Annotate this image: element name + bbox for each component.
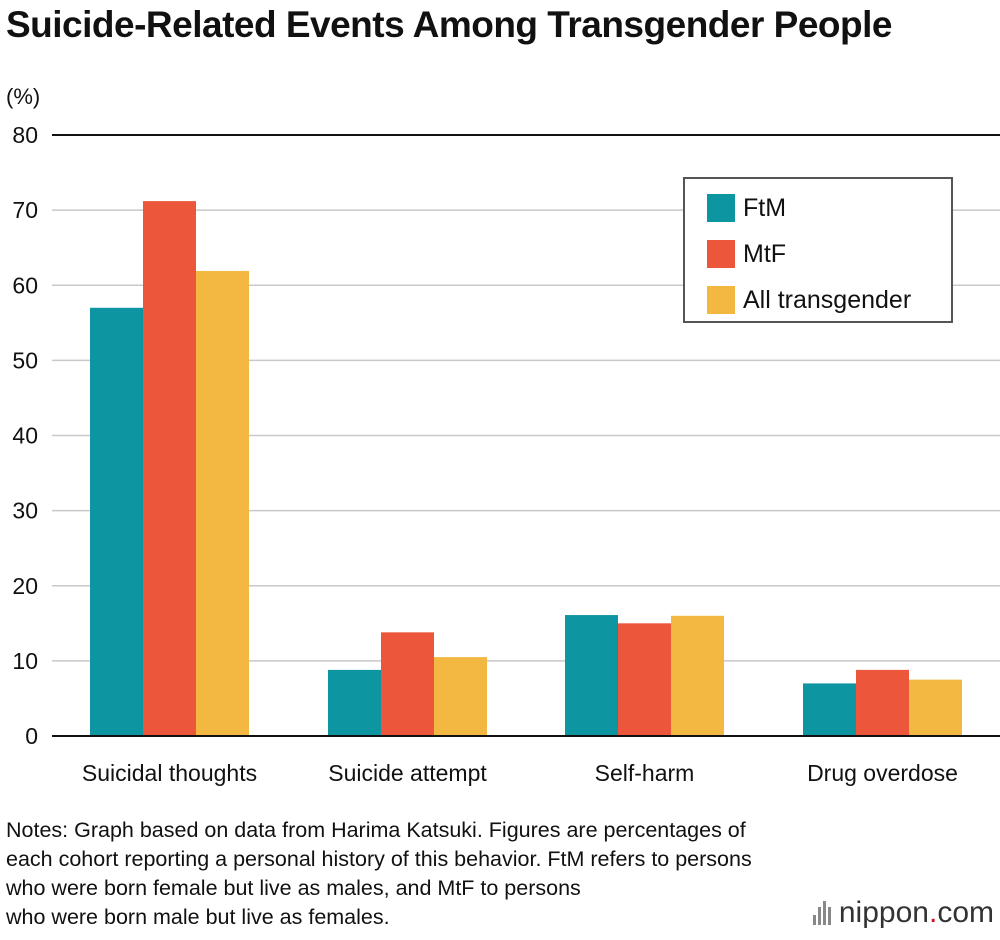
logo-suffix: com — [937, 896, 994, 929]
legend-label-mtf: MtF — [743, 239, 787, 268]
bar-all-transgender — [909, 679, 962, 736]
legend-item-mtf: MtF — [685, 231, 951, 277]
y-tick-label: 50 — [12, 347, 38, 373]
bar-mtf — [381, 632, 434, 736]
bar-ftm — [803, 683, 856, 736]
legend-item-all: All transgender — [685, 277, 951, 323]
bar-ftm — [328, 669, 381, 736]
bar-ftm — [90, 307, 143, 736]
logo-name: nippon — [838, 896, 929, 929]
x-category-label: Suicidal thoughts — [82, 760, 257, 786]
y-tick-label: 70 — [12, 197, 38, 223]
bar-all-transgender — [196, 270, 249, 736]
x-category-label: Suicide attempt — [328, 760, 487, 786]
legend-swatch-all — [707, 286, 735, 314]
bar-mtf — [618, 623, 671, 736]
notes-line: who were born female but live as males, … — [6, 876, 581, 900]
notes: Notes: Graph based on data from Harima K… — [6, 816, 966, 932]
y-tick-label: 30 — [12, 498, 38, 524]
legend: FtM MtF All transgender — [683, 177, 953, 323]
chart-title: Suicide-Related Events Among Transgender… — [6, 4, 892, 45]
legend-label-all: All transgender — [743, 285, 912, 314]
legend-swatch-ftm — [707, 194, 735, 222]
logo-dot: . — [928, 896, 938, 929]
y-tick-label: 10 — [12, 648, 38, 674]
bar-all-transgender — [671, 615, 724, 736]
bar-mtf — [856, 669, 909, 736]
bar-chart: 0 10 20 30 40 50 60 70 80 Suicidal thoughts Suicid… — [12, 122, 1000, 786]
y-tick-label: 40 — [12, 423, 38, 449]
y-tick-label: 60 — [12, 272, 38, 298]
y-tick-label: 0 — [25, 723, 38, 749]
x-category-label: Self-harm — [595, 760, 695, 786]
notes-line: who were born male but live as females. — [6, 905, 390, 929]
bar-all-transgender — [434, 657, 487, 736]
bar-mtf — [143, 201, 196, 737]
nippon-logo: nippon. com — [812, 896, 994, 930]
logo-mark-icon — [812, 901, 831, 925]
notes-line: each cohort reporting a personal history… — [6, 847, 752, 871]
y-tick-label: 80 — [12, 122, 38, 148]
notes-line: Notes: Graph based on data from Harima K… — [6, 818, 746, 842]
legend-item-ftm: FtM — [685, 185, 951, 231]
bar-ftm — [565, 615, 618, 736]
x-category-label: Drug overdose — [807, 760, 958, 786]
y-tick-label: 20 — [12, 573, 38, 599]
y-axis-unit-label: (%) — [6, 84, 41, 109]
legend-swatch-mtf — [707, 240, 735, 268]
legend-label-ftm: FtM — [743, 193, 787, 222]
